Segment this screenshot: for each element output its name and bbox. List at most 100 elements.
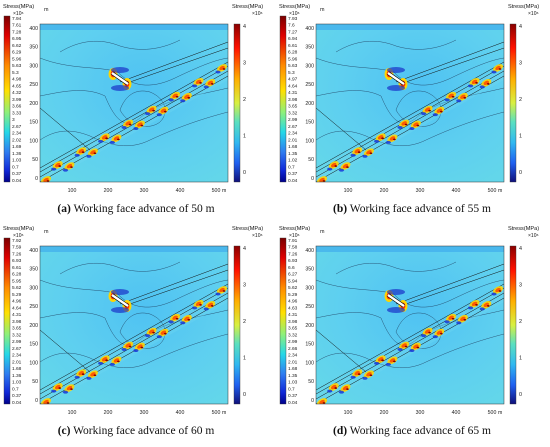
y-axis-unit: m: [44, 229, 49, 235]
stress-concentration-zone: [444, 313, 457, 324]
stress-concentration-zone: [121, 119, 134, 129]
left-colorbar-tick: 0.7: [12, 164, 19, 170]
left-colorbar-tick: 5.63: [288, 63, 298, 69]
right-colorbar-title: Stress(MPa): [232, 4, 263, 10]
stress-concentration-zone: [421, 105, 433, 116]
y-axis-unit: m: [44, 7, 49, 13]
stress-concentration-zone: [145, 105, 157, 116]
left-colorbar-tick: 7.27: [288, 29, 298, 35]
panel-caption: (c) Working face advance of 60 m: [0, 425, 272, 437]
plot-frame: [39, 23, 229, 183]
stress-concentration-zone: [456, 314, 468, 325]
left-colorbar-tick: 4.31: [288, 312, 298, 318]
right-colorbar-tick: 2: [519, 319, 522, 325]
stratum-boundary-line: [129, 269, 228, 305]
y-axis-tick: 200: [305, 101, 314, 107]
x-axis-tick: 200: [380, 410, 389, 416]
left-colorbar-tick: 2.34: [12, 353, 22, 359]
stress-contour-line: [316, 57, 504, 86]
plot-frame: [315, 245, 505, 405]
left-colorbar-tick: 6.27: [288, 272, 298, 278]
y-axis-tick: 100: [29, 360, 38, 366]
x-axis-tick: 300: [140, 410, 149, 416]
stress-concentration-zone: [432, 106, 445, 117]
stress-concentration-zone: [215, 286, 228, 296]
left-colorbar-tick: 3.98: [12, 319, 22, 325]
stress-concentration-zone: [145, 327, 157, 338]
y-axis-tick: 400: [305, 248, 314, 254]
x-axis-tick: 300: [416, 410, 425, 416]
stress-concentration-zone: [191, 77, 204, 88]
stratum-boundary-line: [119, 263, 228, 305]
stress-concentration-zone: [109, 134, 122, 144]
left-colorbar-tick: 5.29: [12, 292, 22, 298]
left-colorbar-tick: 5.63: [12, 63, 22, 69]
panel-c: Stress(MPa) ×10⁶ 7.92 7.59 7.26 6.93 6.61 6.28 5…: [0, 222, 272, 444]
right-colorbar: [233, 245, 241, 405]
left-colorbar-tick: 2.67: [288, 124, 298, 130]
left-colorbar-tick: 2.34: [288, 353, 298, 359]
stress-contour-line: [59, 39, 181, 53]
right-colorbar-tick: 0: [243, 170, 246, 176]
right-colorbar-multiplier: ×10⁶: [528, 233, 539, 239]
stress-concentration-zone: [456, 92, 468, 103]
stress-field: [316, 24, 504, 182]
x-axis-tick: 300: [140, 188, 149, 194]
left-colorbar-tick: 5.3: [12, 70, 19, 76]
stress-concentration-zone: [338, 384, 351, 394]
left-colorbar-title: Stress(MPa): [3, 4, 34, 10]
stress-concentration-zone: [362, 370, 374, 380]
stress-concentration-zone: [51, 383, 63, 393]
left-colorbar-tick: 4.96: [12, 299, 22, 305]
x-axis-tick: 400: [176, 410, 185, 416]
panel-caption-letter: (b): [333, 203, 348, 215]
left-colorbar-tick: 7.93: [288, 16, 298, 22]
stress-concentration-zone: [62, 384, 75, 394]
left-colorbar-tick: 3: [12, 117, 15, 123]
left-colorbar-title: Stress(MPa): [279, 226, 310, 232]
left-colorbar-tick: 2.34: [288, 131, 298, 137]
x-axis-tick: 100: [68, 410, 77, 416]
left-colorbar-tick: 3.65: [12, 326, 22, 332]
right-colorbar-tick: 4: [243, 246, 246, 252]
stress-concentration-zone: [203, 79, 216, 89]
right-colorbar-tick: 2: [519, 97, 522, 103]
left-colorbar-tick: 0.04: [12, 178, 22, 184]
left-colorbar-tick: 2.34: [12, 131, 22, 137]
left-colorbar-tick: 4.98: [12, 77, 22, 83]
left-colorbar-tick: 5.62: [12, 285, 22, 291]
left-colorbar-tick: 0.7: [12, 386, 19, 392]
left-colorbar-tick: 3.32: [288, 332, 298, 338]
stress-concentration-zone: [51, 161, 63, 171]
left-colorbar-tick: 7.91: [288, 238, 298, 244]
right-colorbar-tick: 4: [519, 24, 522, 30]
left-colorbar-tick: 1.68: [288, 366, 298, 372]
stress-concentration-zone: [467, 299, 480, 310]
stress-contour-line: [316, 333, 504, 368]
plot-frame: [315, 23, 505, 183]
stress-concentration-zone: [350, 369, 363, 379]
x-axis-unit: m: [222, 188, 226, 194]
y-axis-tick: 50: [32, 157, 38, 163]
y-axis-tick: 300: [29, 63, 38, 69]
working-face-goaf: [108, 67, 132, 91]
left-colorbar-tick: 6.28: [288, 50, 298, 56]
stress-concentration-zone: [133, 120, 145, 131]
left-colorbar-tick: 5.3: [288, 70, 295, 76]
stress-concentration-zone: [168, 91, 181, 102]
x-axis-tick: 100: [344, 410, 353, 416]
stress-concentration-zone: [74, 147, 87, 157]
stratum-boundary-line: [129, 47, 228, 83]
left-colorbar-tick: 1.69: [12, 144, 22, 150]
stratum-boundary-line: [40, 107, 91, 151]
y-axis-tick: 250: [29, 304, 38, 310]
x-axis-tick: 100: [68, 188, 77, 194]
y-axis-tick: 150: [29, 120, 38, 126]
stress-concentration-zone: [409, 342, 421, 353]
left-colorbar-tick: 7.26: [288, 251, 298, 257]
left-colorbar-tick: 0.04: [12, 400, 22, 406]
left-colorbar: [3, 237, 11, 405]
right-colorbar-multiplier: ×10⁶: [252, 233, 263, 239]
left-colorbar-tick: 1.36: [12, 151, 22, 157]
right-colorbar-tick: 3: [243, 61, 246, 67]
